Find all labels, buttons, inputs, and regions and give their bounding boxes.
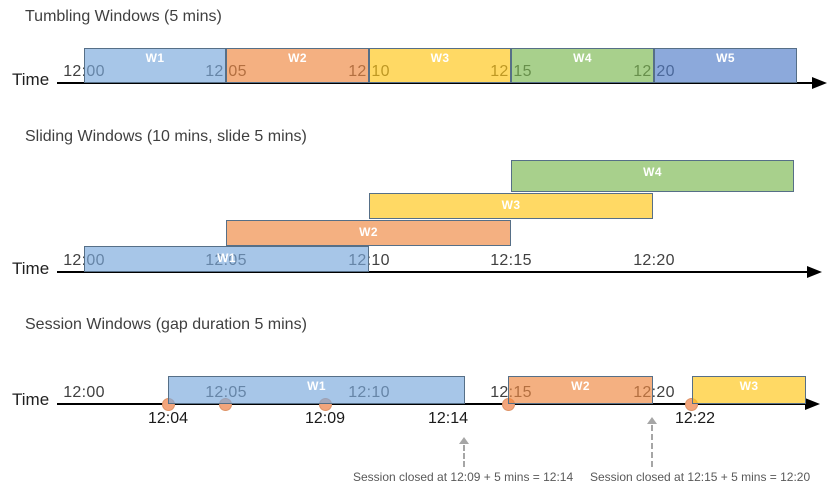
window-bar-w2 [508,376,653,404]
axis-tick-label: 12:15 [490,252,532,269]
dashed-arrow-up-icon [459,437,469,444]
window-bar-w5 [654,48,797,83]
dashed-arrow-line [463,445,465,467]
section-title: Session Windows (gap duration 5 mins) [25,316,307,333]
window-bar-w4 [511,160,794,192]
section-title: Sliding Windows (10 mins, slide 5 mins) [25,128,307,145]
window-label: W1 [145,51,165,65]
window-label: W3 [501,198,521,212]
axis-tick-label: 12:15 [490,63,532,80]
window-bar-w2 [226,48,369,83]
time-axis-arrowhead-icon [812,76,827,89]
axis-tick-label: 12:15 [490,384,532,401]
window-label: W5 [716,51,735,65]
time-axis-label: Time [12,259,50,278]
time-axis-arrowhead-icon [805,397,820,410]
axis-tick-label: 12:00 [63,252,105,269]
window-bar-w1 [168,376,465,404]
window-bar-w4 [511,48,654,83]
time-axis-line [57,82,814,84]
window-label: W3 [739,379,759,393]
time-axis-label: Time [12,390,50,409]
event-dot-icon [501,397,515,411]
axis-tick-label: 12:05 [205,384,247,401]
event-time-label: 12:22 [674,410,716,427]
event-time-label: 12:14 [427,410,469,427]
axis-tick-label: 12:05 [205,252,247,269]
event-dot-icon [218,397,232,411]
axis-tick-label: 12:00 [63,384,105,401]
dashed-arrow-line [651,425,653,467]
time-axis-arrowhead-icon [807,265,822,278]
time-axis-label: Time [12,70,50,89]
window-bar-w2 [226,220,511,246]
axis-tick-label: 12:20 [633,252,675,269]
window-label: W2 [571,379,590,393]
window-label: W2 [288,51,307,65]
window-bar-w3 [369,48,511,83]
event-dot-icon [161,397,175,411]
dashed-arrow-up-icon [647,417,657,424]
window-label: W1 [217,251,236,265]
axis-tick-label: 12:05 [205,63,247,80]
axis-tick-label: 12:10 [348,252,390,269]
event-time-label: 12:09 [304,410,346,427]
window-label: W4 [643,165,662,179]
session-closed-annotation: Session closed at 12:15 + 5 mins = 12:20 [590,470,811,484]
event-dot-icon [318,397,332,411]
axis-tick-label: 12:20 [633,384,675,401]
window-bar-w3 [369,193,653,219]
session-closed-annotation: Session closed at 12:09 + 5 mins = 12:14 [353,470,574,484]
axis-tick-label: 12:10 [348,384,390,401]
time-axis-line [57,403,808,405]
event-dot-icon [684,397,698,411]
axis-tick-label: 12:20 [633,63,675,80]
window-label: W1 [307,379,326,393]
window-label: W3 [430,51,450,65]
axis-tick-label: 12:10 [348,63,390,80]
event-time-label: 12:04 [147,410,189,427]
window-bar-w1 [84,48,226,83]
section-title: Tumbling Windows (5 mins) [25,8,222,25]
window-bar-w1 [84,246,369,272]
window-label: W2 [359,225,378,239]
axis-tick-label: 12:00 [63,63,105,80]
time-axis-line [57,271,809,273]
window-label: W4 [573,51,592,65]
window-bar-w3 [692,376,806,404]
